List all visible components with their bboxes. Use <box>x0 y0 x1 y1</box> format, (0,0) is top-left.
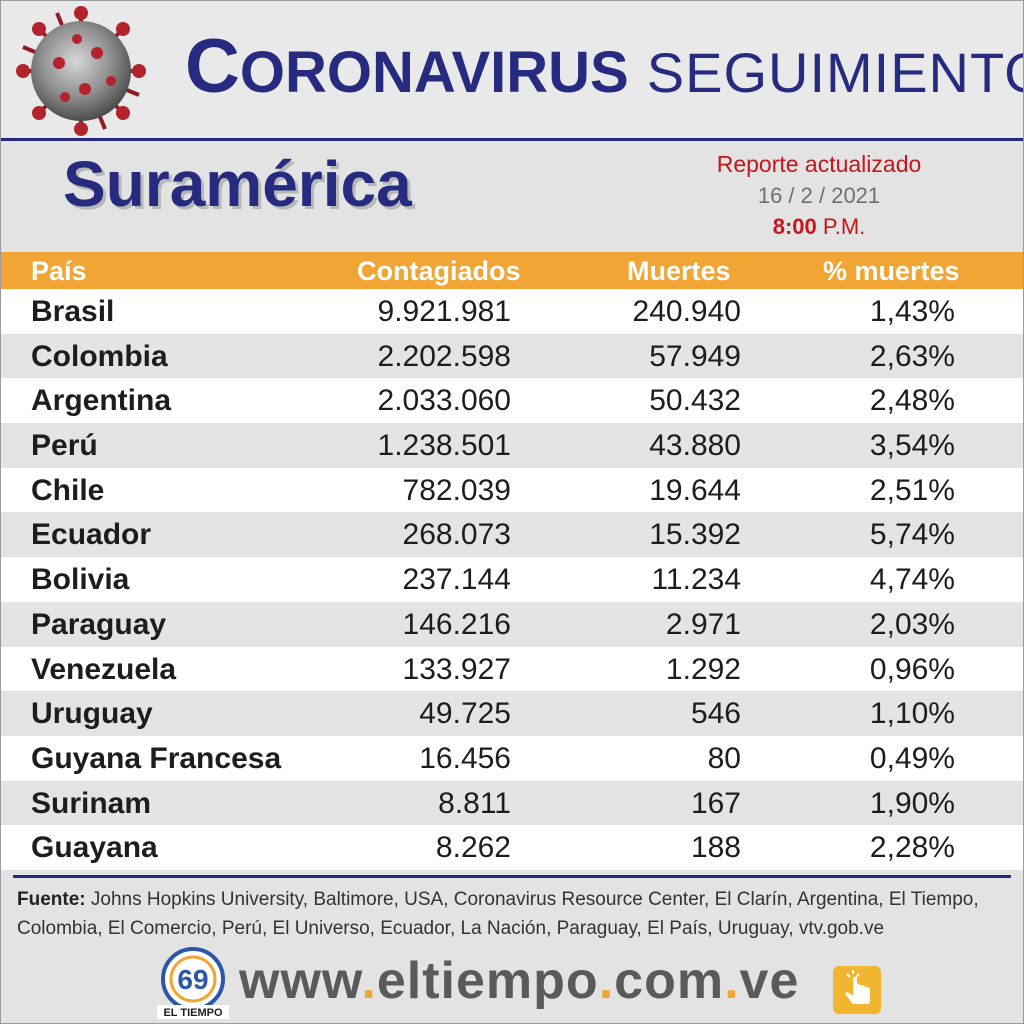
cell-contagiados: 146.216 <box>402 607 511 641</box>
header-divider <box>1 138 1023 141</box>
cell-contagiados: 8.262 <box>435 831 511 865</box>
title-strong: CORONAVIRUS <box>185 24 629 109</box>
cell-muertes: 2.971 <box>665 607 741 641</box>
cell-pct-muertes: 0,96% <box>869 652 955 686</box>
cell-contagiados: 8.811 <box>438 786 511 820</box>
cell-pct-muertes: 5,74% <box>869 518 955 552</box>
cell-country: Perú <box>31 429 98 463</box>
el-tiempo-logo: 69 EL TIEMPO <box>157 947 229 1019</box>
cell-muertes: 1.292 <box>665 652 741 686</box>
table-row: Argentina 2.033.060 50.432 2,48% <box>1 378 1023 424</box>
svg-text:69: 69 <box>177 964 208 995</box>
cell-muertes: 240.940 <box>632 295 741 328</box>
cell-pct-muertes: 3,54% <box>869 429 955 463</box>
table-row: Ecuador 268.073 15.392 5,74% <box>1 512 1023 558</box>
cell-country: Argentina <box>31 384 172 418</box>
cell-contagiados: 268.073 <box>402 518 511 552</box>
table-row: Uruguay 49.725 546 1,10% <box>1 691 1023 736</box>
cell-muertes: 19.644 <box>649 473 741 507</box>
cell-contagiados: 2.033.060 <box>377 384 511 418</box>
cell-contagiados: 49.725 <box>419 697 511 731</box>
cell-pct-muertes: 2,28% <box>869 831 955 865</box>
cell-pct-muertes: 1,90% <box>869 786 955 820</box>
cell-pct-muertes: 4,74% <box>869 563 955 597</box>
cell-pct-muertes: 1,10% <box>869 697 955 731</box>
cell-country: Paraguay <box>31 607 167 641</box>
table-body: Brasil 9.921.981 240.940 1,43% Colombia 2.202… <box>1 289 1023 870</box>
cell-contagiados: 2.202.598 <box>377 339 511 373</box>
cell-pct-muertes: 2,03% <box>869 607 955 641</box>
cell-pct-muertes: 1,43% <box>869 295 955 328</box>
cell-muertes: 188 <box>690 831 741 865</box>
cell-country: Uruguay <box>31 697 153 731</box>
cell-pct-muertes: 2,63% <box>869 339 955 373</box>
table-row: Guayana 8.262 188 2,28% <box>1 825 1023 870</box>
logo-text: EL TIEMPO <box>163 1007 223 1019</box>
footer-divider <box>13 875 1011 878</box>
cell-contagiados: 237.144 <box>402 563 511 597</box>
table-row: Brasil 9.921.981 240.940 1,43% <box>1 289 1023 334</box>
header-muertes: Muertes <box>627 256 731 286</box>
table-row: Venezuela 133.927 1.292 0,96% <box>1 646 1023 692</box>
cell-country: Brasil <box>31 295 115 328</box>
cell-country: Guayana <box>31 831 158 865</box>
coronavirus-icon <box>16 6 146 136</box>
table-row: Chile 782.039 19.644 2,51% <box>1 467 1023 513</box>
table-row: Perú 1.238.501 43.880 3,54% <box>1 423 1023 468</box>
cell-country: Bolivia <box>31 563 130 597</box>
table-header: País Contagiados Muertes % muertes <box>1 252 1023 289</box>
table-row: Paraguay 146.216 2.971 2,03% <box>1 601 1023 647</box>
page-title: CORONAVIRUS SEGUIMIENTO <box>185 23 1024 123</box>
cell-muertes: 167 <box>690 786 741 820</box>
cell-pct-muertes: 2,51% <box>869 473 955 507</box>
cell-country: Colombia <box>31 339 168 373</box>
cell-muertes: 50.432 <box>649 384 741 418</box>
cell-contagiados: 16.456 <box>419 741 511 775</box>
table-row: Colombia 2.202.598 57.949 2,63% <box>1 333 1023 379</box>
report-label: Reporte actualizado <box>716 151 922 177</box>
header-contagiados: Contagiados <box>357 256 521 286</box>
report-date: 16 / 2 / 2021 <box>757 183 881 208</box>
region-title: Suramérica <box>63 148 412 220</box>
cell-muertes: 80 <box>707 741 741 775</box>
cell-country: Chile <box>31 473 105 507</box>
source-note: Fuente: Johns Hopkins University, Baltim… <box>17 889 979 939</box>
report-info: Reporte actualizado 16 / 2 / 2021 8:00 P… <box>681 149 957 242</box>
cell-muertes: 43.880 <box>649 429 741 463</box>
cell-country: Guyana Francesa <box>31 741 282 775</box>
cell-contagiados: 782.039 <box>402 473 511 507</box>
title-light: SEGUIMIENTO <box>646 41 1024 104</box>
cell-contagiados: 133.927 <box>402 652 511 686</box>
website-url[interactable]: www.eltiempo.com.ve <box>239 952 800 1010</box>
header-pais: País <box>31 256 87 286</box>
header: CORONAVIRUS SEGUIMIENTO <box>1 1 1023 137</box>
report-time: 8:00 P.M. <box>772 214 866 239</box>
click-hand-icon <box>833 966 881 1014</box>
data-table: País Contagiados Muertes % muertes Brasi… <box>1 252 1023 870</box>
cell-pct-muertes: 0,49% <box>869 741 955 775</box>
cell-pct-muertes: 2,48% <box>869 384 955 418</box>
table-row: Surinam 8.811 167 1,90% <box>1 780 1023 826</box>
cell-contagiados: 9.921.981 <box>377 295 511 328</box>
cell-muertes: 546 <box>690 697 741 731</box>
table-row: Guyana Francesa 16.456 80 0,49% <box>1 735 1023 781</box>
cell-contagiados: 1.238.501 <box>377 429 511 463</box>
cell-country: Venezuela <box>31 652 177 686</box>
cell-muertes: 11.234 <box>651 563 741 597</box>
cell-country: Ecuador <box>31 518 152 552</box>
table-row: Bolivia 237.144 11.234 4,74% <box>1 557 1023 602</box>
cell-muertes: 57.949 <box>649 339 741 373</box>
cell-country: Surinam <box>31 786 152 820</box>
header-pct-muertes: % muertes <box>823 256 960 286</box>
cell-muertes: 15.392 <box>649 518 741 552</box>
